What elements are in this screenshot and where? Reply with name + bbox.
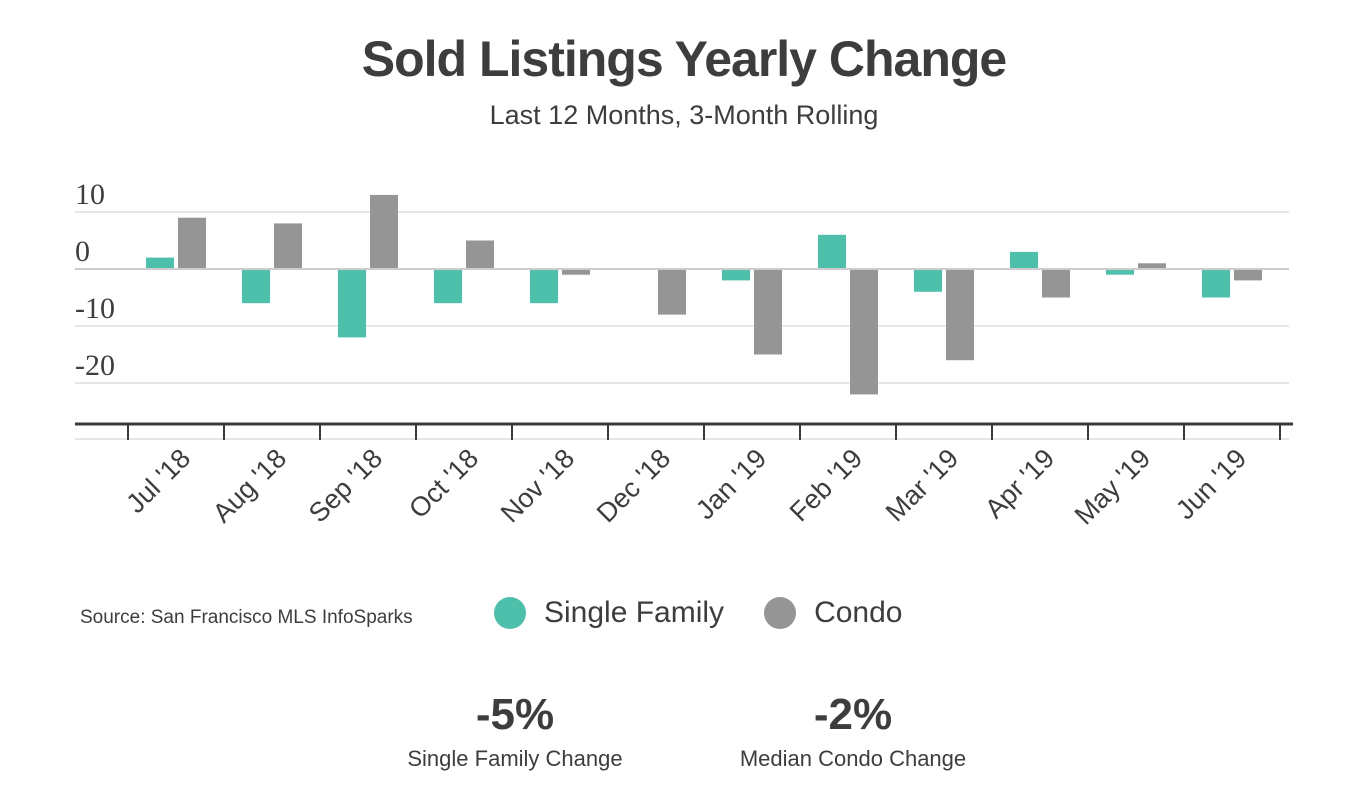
y-tick-label-0: 0 xyxy=(75,235,90,268)
x-tick-label-6: Jan '19 xyxy=(690,443,772,525)
stat-single-family: -5% Single Family Change xyxy=(355,690,675,772)
stat-single-family-value: -5% xyxy=(475,690,555,739)
bar-condo-9 xyxy=(1042,269,1070,298)
bar-single-family-4 xyxy=(530,269,558,304)
stat-condo-label: Median Condo Change xyxy=(739,746,967,771)
x-tick-label-3: Oct '18 xyxy=(403,443,484,524)
legend-item-condo: Condo xyxy=(764,596,902,630)
bar-single-family-11 xyxy=(1202,269,1230,298)
chart-subtitle: Last 12 Months, 3-Month Rolling xyxy=(489,100,879,130)
bar-condo-8 xyxy=(946,269,974,361)
y-tick-label--10: -10 xyxy=(75,292,115,325)
bar-condo-0 xyxy=(178,217,206,269)
x-tick-label-4: Nov '18 xyxy=(495,443,580,528)
source-note: Source: San Francisco MLS InfoSparks xyxy=(80,607,413,628)
legend-label-condo: Condo xyxy=(814,596,903,629)
bar-condo-6 xyxy=(754,269,782,355)
bar-single-family-10 xyxy=(1106,269,1134,275)
bar-condo-11 xyxy=(1234,269,1262,281)
x-tick-label-5: Dec '18 xyxy=(591,443,676,528)
bar-single-family-2 xyxy=(338,269,366,338)
stat-single-family-label: Single Family Change xyxy=(407,746,623,771)
bar-condo-1 xyxy=(274,223,302,269)
bar-single-family-3 xyxy=(434,269,462,304)
chart-title: Sold Listings Yearly Change xyxy=(361,31,1007,87)
x-tick-label-7: Feb '19 xyxy=(784,443,868,527)
stat-condo-value: -2% xyxy=(813,690,893,739)
x-tick-label-11: Jun '19 xyxy=(1170,443,1252,525)
bar-condo-4 xyxy=(562,269,590,275)
x-tick-label-10: May '19 xyxy=(1069,443,1156,530)
x-tick-label-0: Jul '18 xyxy=(120,443,196,519)
bar-single-family-8 xyxy=(914,269,942,292)
legend-swatch-condo xyxy=(764,597,797,629)
bar-single-family-1 xyxy=(242,269,270,304)
y-tick-label-10: 10 xyxy=(75,178,105,211)
x-tick-label-9: Apr '19 xyxy=(979,443,1060,524)
bar-chart: 10 0 -10 -20 Jul '18 Aug '18 Sep '18 Oct '18 Nov… xyxy=(75,178,1293,531)
legend-item-single-family: Single Family xyxy=(494,596,724,630)
bar-condo-3 xyxy=(466,240,494,269)
bar-single-family-7 xyxy=(818,234,846,269)
stat-condo: -2% Median Condo Change xyxy=(693,690,1013,772)
bar-condo-7 xyxy=(850,269,878,395)
bar-single-family-0 xyxy=(146,257,174,269)
x-tick-label-8: Mar '19 xyxy=(880,443,964,527)
bar-condo-10 xyxy=(1138,263,1166,269)
bar-single-family-6 xyxy=(722,269,750,281)
legend: Single Family Condo xyxy=(494,596,942,630)
x-tick-label-2: Sep '18 xyxy=(303,443,388,528)
bar-condo-2 xyxy=(370,194,398,269)
x-tick-label-1: Aug '18 xyxy=(207,443,292,528)
legend-label-single-family: Single Family xyxy=(544,596,725,629)
bar-condo-5 xyxy=(658,269,686,315)
legend-swatch-single-family xyxy=(494,597,526,629)
bar-single-family-9 xyxy=(1010,251,1038,269)
y-tick-label--20: -20 xyxy=(75,349,115,382)
